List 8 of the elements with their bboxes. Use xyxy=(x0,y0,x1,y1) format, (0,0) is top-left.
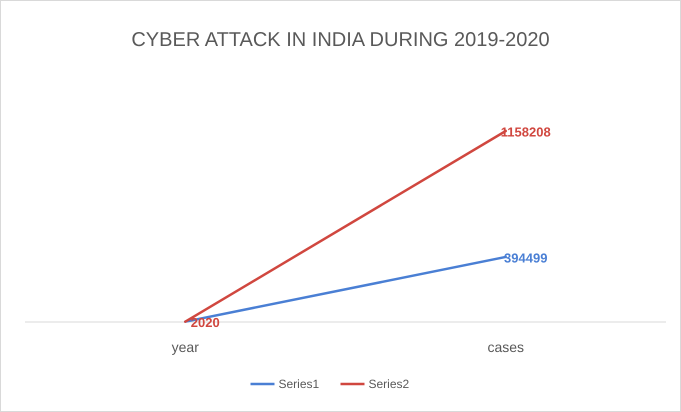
legend-label: Series1 xyxy=(278,377,320,391)
x-tick-label: year xyxy=(172,339,200,355)
data-label: 394499 xyxy=(504,250,548,266)
chart-title: CYBER ATTACK IN INDIA DURING 2019-2020 xyxy=(131,29,550,51)
legend-label: Series2 xyxy=(368,377,410,391)
data-label: 1158208 xyxy=(500,124,551,140)
x-tick-label: cases xyxy=(487,339,524,355)
data-label: 2020 xyxy=(190,315,220,330)
